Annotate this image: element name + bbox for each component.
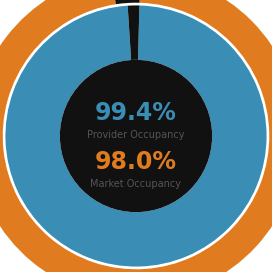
- Wedge shape: [111, 0, 140, 4]
- Text: 98.0%: 98.0%: [95, 150, 177, 174]
- Circle shape: [60, 60, 212, 212]
- Wedge shape: [128, 5, 140, 60]
- Text: Market Occupancy: Market Occupancy: [91, 179, 181, 188]
- Wedge shape: [5, 5, 267, 267]
- Text: 99.4%: 99.4%: [95, 101, 177, 125]
- Text: Provider Occupancy: Provider Occupancy: [87, 130, 185, 140]
